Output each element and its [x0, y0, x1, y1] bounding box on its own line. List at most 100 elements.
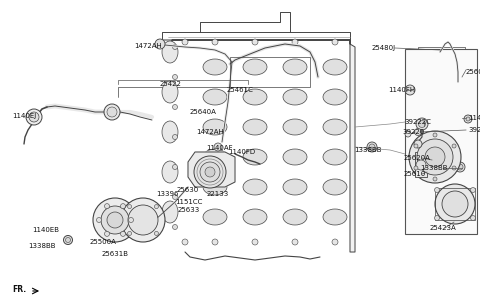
Text: 1140AF: 1140AF [206, 145, 233, 151]
Text: 25500A: 25500A [90, 239, 117, 245]
Text: 25480J: 25480J [372, 45, 396, 51]
Text: 1472AH: 1472AH [196, 129, 224, 135]
Circle shape [107, 212, 123, 228]
Ellipse shape [162, 161, 178, 183]
Circle shape [172, 165, 178, 169]
Circle shape [155, 204, 158, 209]
Circle shape [212, 239, 218, 245]
Ellipse shape [203, 119, 227, 135]
Ellipse shape [323, 149, 347, 165]
Circle shape [155, 231, 158, 236]
Circle shape [128, 204, 132, 209]
Text: 25640A: 25640A [190, 109, 217, 115]
Circle shape [434, 216, 440, 220]
Circle shape [416, 160, 426, 170]
Circle shape [442, 191, 468, 217]
Circle shape [63, 236, 72, 245]
Text: 13396: 13396 [156, 191, 179, 197]
Circle shape [200, 162, 220, 182]
Circle shape [252, 39, 258, 45]
Circle shape [129, 217, 133, 223]
Text: 1151CC: 1151CC [175, 199, 203, 205]
Text: 25422: 25422 [159, 81, 181, 87]
Ellipse shape [243, 209, 267, 225]
Ellipse shape [283, 209, 307, 225]
Circle shape [414, 166, 418, 170]
Circle shape [435, 184, 475, 224]
Text: 1338BB: 1338BB [354, 147, 382, 153]
Text: 39220: 39220 [402, 129, 424, 135]
Text: 1140AF: 1140AF [468, 115, 480, 121]
Circle shape [419, 120, 425, 127]
Circle shape [416, 118, 428, 130]
Circle shape [29, 112, 39, 122]
Ellipse shape [203, 89, 227, 105]
Circle shape [452, 166, 456, 170]
Text: 1472AH: 1472AH [134, 43, 162, 49]
Text: 1338BB: 1338BB [28, 243, 56, 249]
Circle shape [172, 194, 178, 200]
Ellipse shape [203, 179, 227, 195]
Circle shape [466, 117, 470, 121]
Circle shape [212, 39, 218, 45]
Circle shape [433, 177, 437, 181]
Circle shape [205, 167, 215, 177]
Bar [415, 152, 427, 177]
Ellipse shape [162, 121, 178, 143]
Text: 1140FD: 1140FD [228, 149, 255, 155]
Ellipse shape [283, 59, 307, 75]
Circle shape [414, 140, 422, 148]
Ellipse shape [162, 41, 178, 63]
Circle shape [65, 237, 71, 243]
Ellipse shape [323, 119, 347, 135]
Bar [405, 49, 477, 234]
Circle shape [464, 115, 472, 123]
Circle shape [101, 206, 129, 234]
Circle shape [26, 109, 42, 125]
Circle shape [433, 133, 437, 137]
Circle shape [172, 224, 178, 230]
Ellipse shape [283, 179, 307, 195]
Circle shape [415, 128, 421, 136]
Bar [230, 57, 310, 87]
Ellipse shape [323, 89, 347, 105]
Circle shape [120, 231, 125, 236]
Text: 25610: 25610 [404, 171, 426, 177]
Circle shape [104, 104, 120, 120]
Circle shape [194, 156, 226, 188]
Circle shape [409, 131, 461, 183]
Circle shape [414, 144, 418, 148]
Ellipse shape [243, 89, 267, 105]
Ellipse shape [243, 59, 267, 75]
Ellipse shape [323, 59, 347, 75]
Text: 25630: 25630 [177, 187, 199, 193]
Bar [435, 188, 475, 220]
Text: 25620A: 25620A [404, 155, 431, 161]
Circle shape [182, 239, 188, 245]
Circle shape [434, 188, 440, 192]
Text: 25633: 25633 [178, 207, 200, 213]
Ellipse shape [203, 209, 227, 225]
Circle shape [105, 204, 109, 209]
Ellipse shape [162, 201, 178, 223]
Circle shape [292, 239, 298, 245]
Circle shape [455, 162, 465, 172]
Ellipse shape [323, 179, 347, 195]
Text: 22133: 22133 [207, 191, 229, 197]
Text: 1140EJ: 1140EJ [12, 113, 36, 119]
Circle shape [128, 231, 132, 236]
Circle shape [120, 204, 125, 209]
Circle shape [369, 144, 375, 150]
Circle shape [93, 198, 137, 242]
Circle shape [107, 107, 117, 117]
Ellipse shape [243, 149, 267, 165]
Circle shape [172, 44, 178, 50]
Ellipse shape [283, 149, 307, 165]
Text: 25631B: 25631B [102, 251, 129, 257]
Ellipse shape [323, 209, 347, 225]
Circle shape [367, 142, 377, 152]
Ellipse shape [283, 89, 307, 105]
Circle shape [457, 164, 463, 170]
Circle shape [172, 134, 178, 140]
Circle shape [405, 131, 411, 137]
